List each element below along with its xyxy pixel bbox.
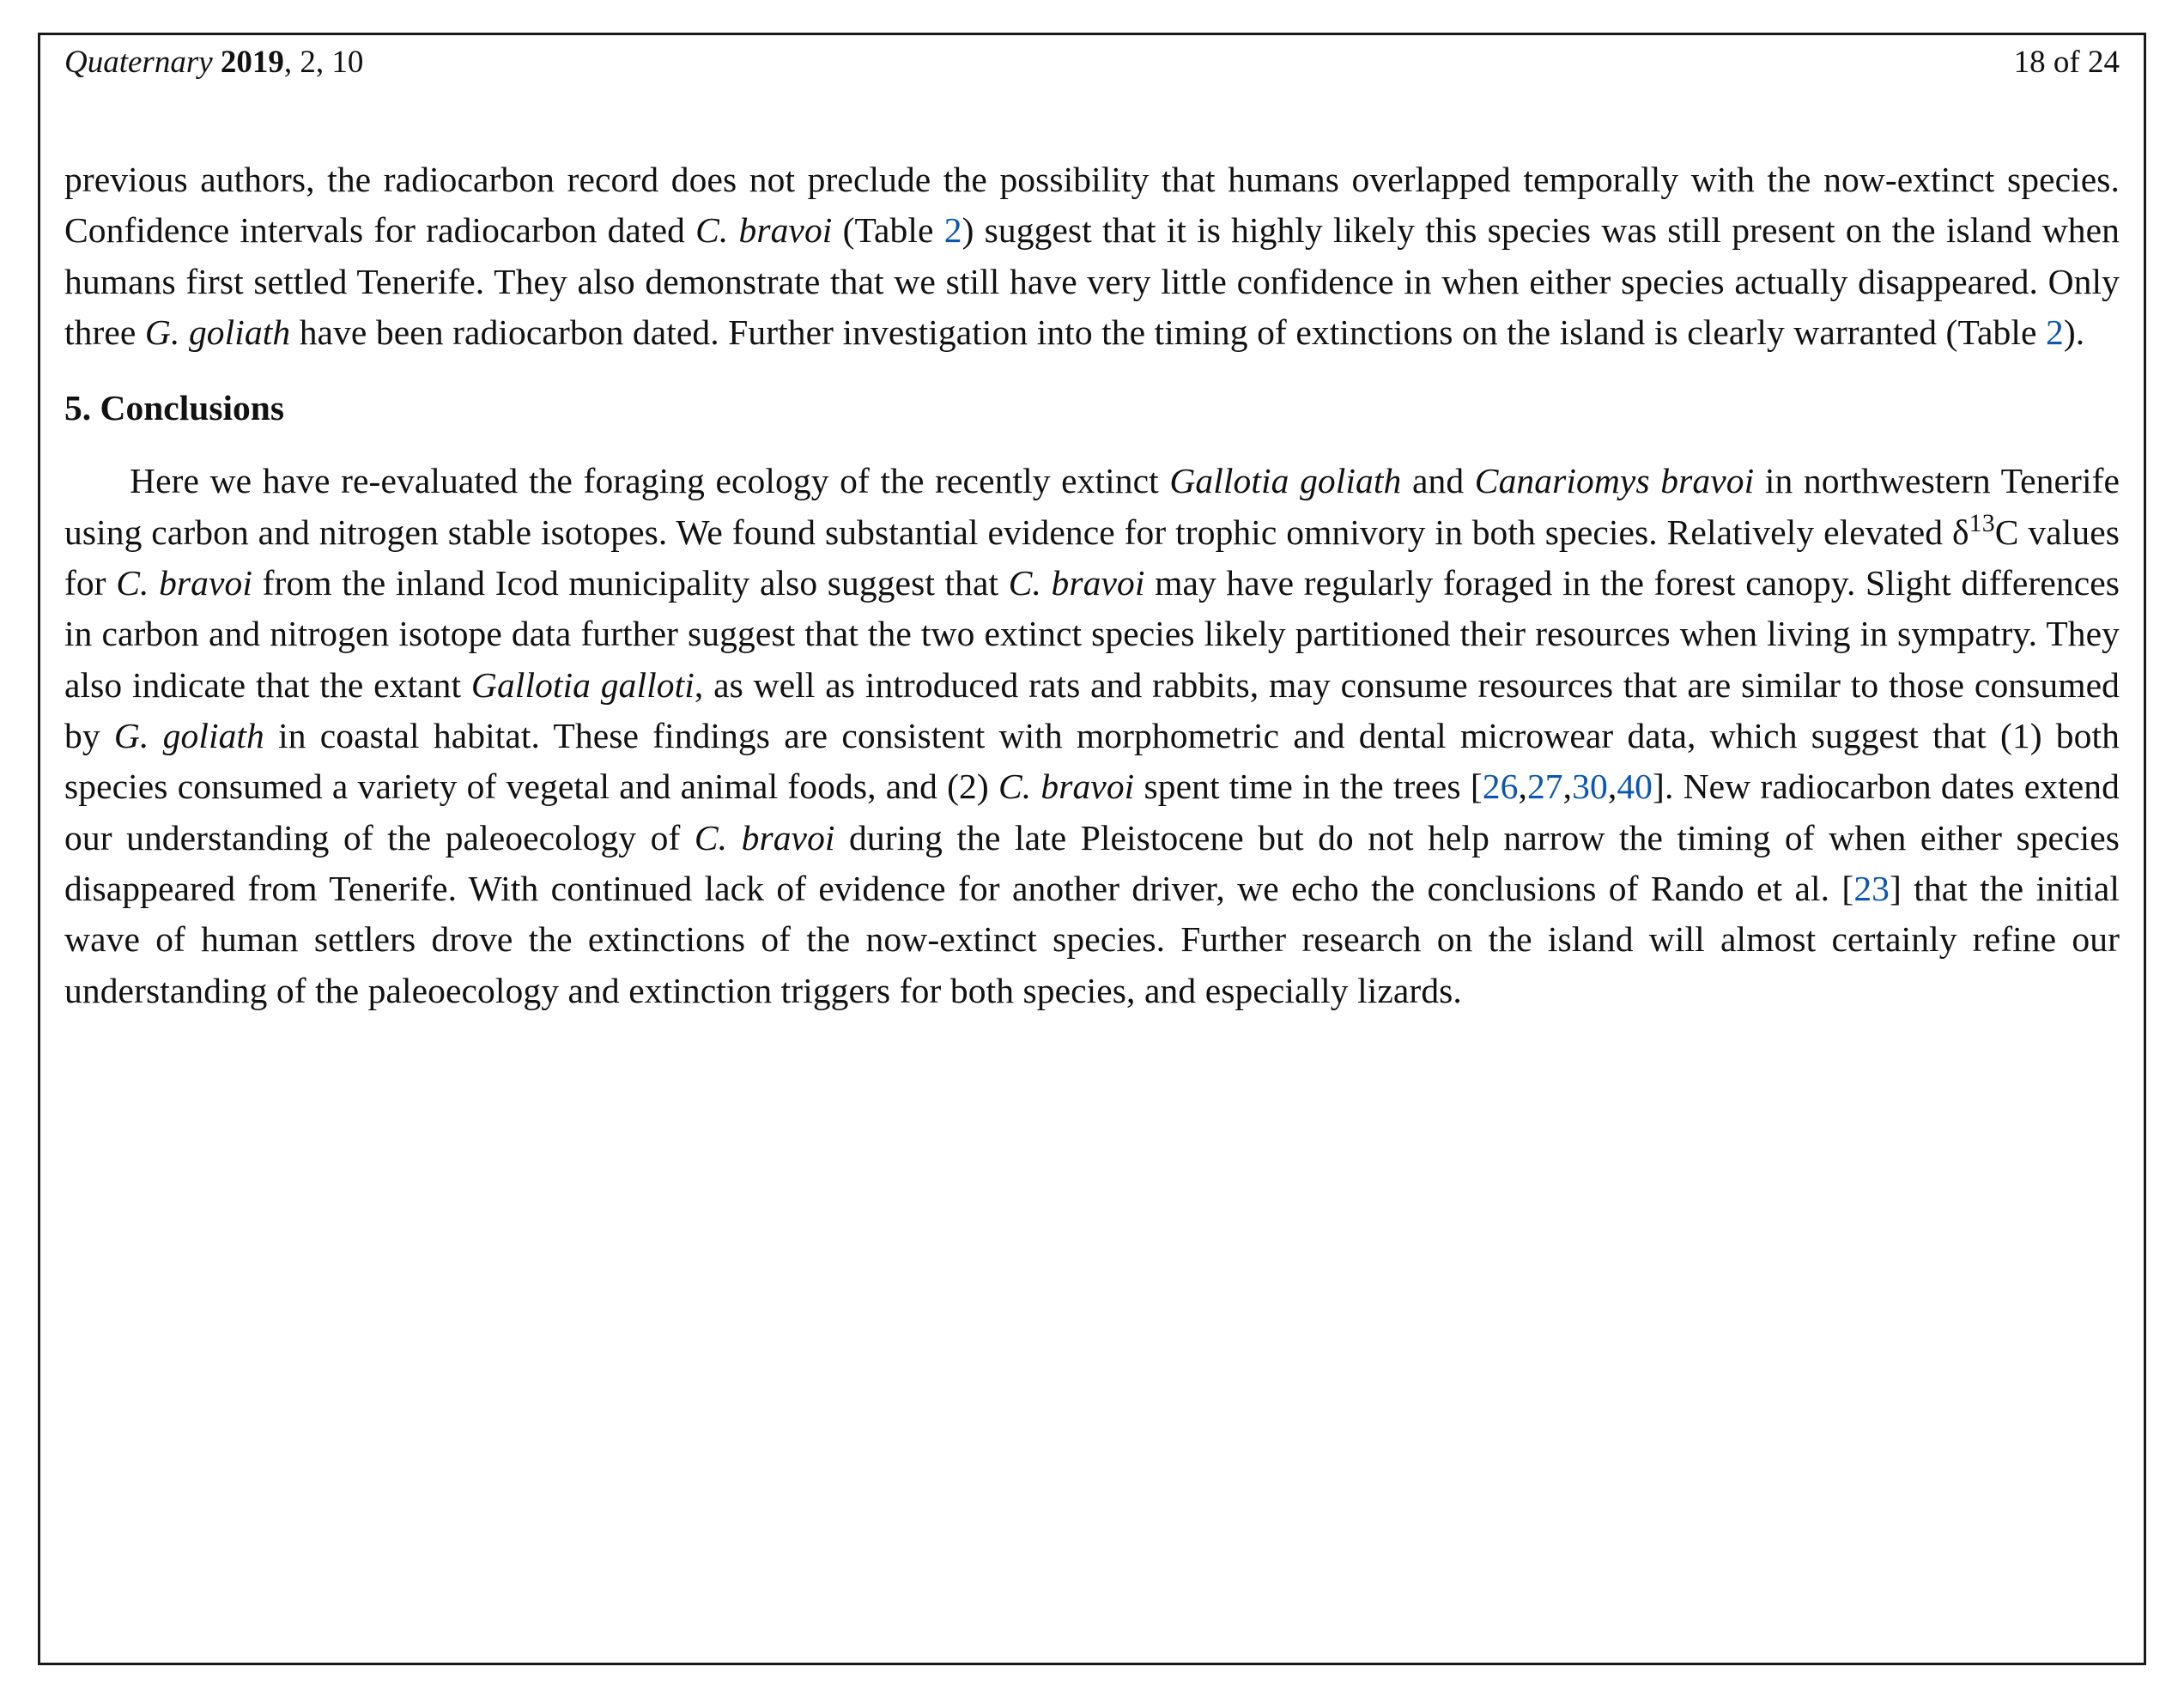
section-heading-text: 5. Conclusions [64, 388, 284, 427]
citation-27[interactable]: 27 [1527, 767, 1563, 806]
p2-t2: and [1401, 461, 1474, 500]
species-c-bravoi-4: C. bravoi [998, 767, 1134, 806]
citation-40[interactable]: 40 [1617, 767, 1653, 806]
body-paragraph-2: Here we have re-evaluated the foraging e… [64, 456, 2120, 1016]
page: Quaternary 2019, 2, 10 18 of 24 previous… [0, 0, 2184, 1703]
p2-t9: spent time in the trees [ [1134, 767, 1482, 806]
citation-23[interactable]: 23 [1853, 869, 1890, 908]
p2-c1: , [1518, 767, 1526, 806]
page-inner: Quaternary 2019, 2, 10 18 of 24 previous… [38, 33, 2146, 1665]
table-ref-2b[interactable]: 2 [2046, 312, 2064, 352]
article-sep: , [316, 45, 332, 80]
page-number: 18 of 24 [2014, 45, 2120, 80]
citation-26[interactable]: 26 [1483, 767, 1519, 806]
species-canariomys-bravoi: Canariomys bravoi [1475, 461, 1754, 500]
isotope-sup-13: 13 [1969, 509, 1995, 537]
running-header: Quaternary 2019, 2, 10 18 of 24 [64, 44, 2120, 81]
species-gallotia-goliath: Gallotia goliath [1169, 461, 1401, 500]
body-paragraph-1: previous authors, the radiocarbon record… [64, 155, 2120, 358]
running-header-left: Quaternary 2019, 2, 10 [64, 44, 363, 81]
p1-t4: have been radiocarbon dated. Further inv… [290, 312, 2046, 352]
journal-name: Quaternary [64, 45, 213, 80]
journal-year: 2019 [221, 45, 284, 80]
p1-t2: (Table [832, 210, 943, 250]
species-gallotia-galloti: Gallotia galloti [471, 665, 695, 705]
p2-t5: from the inland Icod municipality also s… [252, 563, 1009, 603]
species-g-goliath: G. goliath [145, 312, 290, 352]
species-c-bravoi: C. bravoi [695, 210, 832, 250]
journal-issue: 2 [300, 45, 316, 80]
species-c-bravoi-5: C. bravoi [695, 818, 835, 858]
species-c-bravoi-2: C. bravoi [116, 563, 252, 603]
citation-30[interactable]: 30 [1572, 767, 1608, 806]
table-ref-2[interactable]: 2 [944, 210, 962, 250]
species-g-goliath-2: G. goliath [114, 716, 264, 755]
p2-t1: Here we have re-evaluated the foraging e… [130, 461, 1169, 500]
issue-sep: , [284, 45, 300, 80]
section-heading-conclusions: 5. Conclusions [64, 387, 2120, 428]
p2-c2: , [1563, 767, 1572, 806]
species-c-bravoi-3: C. bravoi [1009, 563, 1145, 603]
p1-t5: ). [2064, 312, 2084, 352]
running-header-right: 18 of 24 [2014, 44, 2120, 81]
header-space [213, 45, 221, 80]
article-number: 10 [331, 45, 363, 80]
p2-c3: , [1608, 767, 1617, 806]
